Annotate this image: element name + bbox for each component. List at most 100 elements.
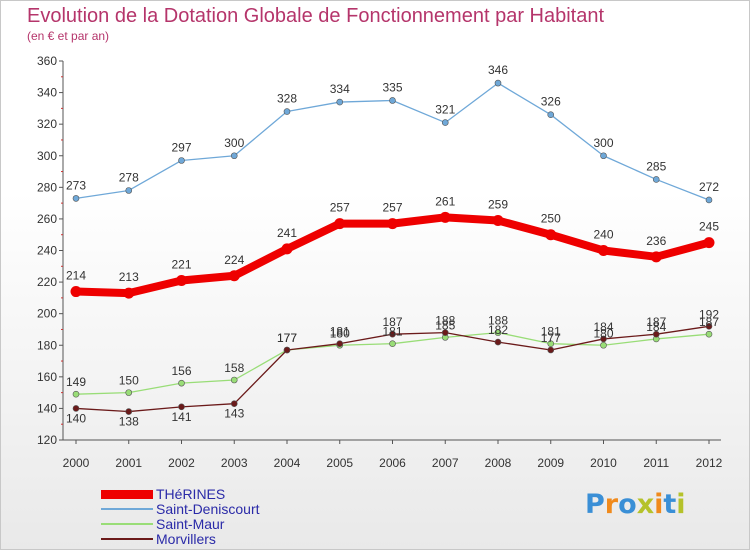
data-point [650,251,662,263]
data-label: 177 [277,331,297,345]
data-label: 187 [646,315,666,329]
logo-letter: i [654,489,664,520]
data-label: 335 [382,80,402,94]
y-tick-label: 120 [37,433,57,447]
data-point [600,152,607,160]
x-tick-label: 2008 [485,456,512,470]
data-label: 334 [330,82,350,96]
data-label: 257 [330,201,350,215]
y-tick-label: 140 [37,401,57,415]
y-tick-label: 180 [37,338,57,352]
data-point [230,376,238,384]
data-label: 214 [66,269,86,283]
legend-label: THéRINES [156,486,226,502]
data-label: 297 [171,140,191,154]
data-label: 326 [541,95,561,109]
data-label: 236 [646,234,666,248]
data-label: 180 [330,326,350,340]
data-label: 184 [646,320,666,334]
data-label: 346 [488,63,508,77]
data-label: 285 [646,159,666,173]
data-label: 272 [699,180,719,194]
data-point [70,286,82,298]
x-tick-label: 2002 [168,456,195,470]
data-label: 221 [171,258,191,272]
data-point [228,270,240,282]
data-point [705,196,713,204]
data-label: 250 [541,212,561,226]
logo-letter: o [618,489,637,520]
y-tick-label: 300 [37,149,57,163]
data-label: 180 [593,326,613,340]
data-point [334,218,346,230]
series-3 [72,322,713,415]
labels-series-1: 273 278 297 300 328 334 335 321 346 326 300 285 272 [66,63,719,194]
y-tick-label: 200 [37,307,57,321]
data-point [600,335,607,343]
data-label: 181 [541,325,561,339]
data-label: 241 [277,226,297,240]
data-point [441,329,449,336]
data-label: 259 [488,197,508,211]
series-0 [70,211,715,299]
data-label: 187 [699,315,719,329]
logo-letter: r [604,489,619,520]
data-label: 185 [435,318,455,332]
data-point [176,275,187,287]
data-label: 181 [382,325,402,339]
data-point [125,187,133,194]
data-label: 273 [66,178,86,192]
data-label: 156 [171,364,191,378]
y-tick-label: 280 [37,180,57,194]
data-point [703,237,715,249]
data-point [705,322,713,330]
data-point [547,111,555,118]
data-label: 261 [435,194,455,208]
data-label: 140 [66,411,86,425]
data-point [547,346,555,354]
data-label: 300 [224,136,244,150]
data-point [178,403,185,411]
data-point [598,245,609,256]
data-point [72,390,80,398]
data-point [72,405,80,412]
data-label: 321 [435,103,455,117]
y-tick-label: 160 [37,370,57,384]
series-2 [72,329,713,398]
data-point [652,330,660,338]
legend-label: Saint-Maur [156,516,225,532]
data-point [492,214,504,226]
data-label: 181 [330,325,350,339]
data-point [283,108,291,115]
x-tick-label: 2003 [221,456,248,470]
data-point [600,341,607,349]
data-point [178,157,185,164]
data-point [652,176,660,183]
logo-letter: t [663,489,677,520]
data-point [283,346,291,354]
data-point [389,97,396,104]
y-tick-label: 360 [37,54,57,68]
x-tick-label: 2011 [643,456,669,470]
data-point [178,379,185,387]
y-tick-label: 340 [37,86,57,100]
data-point [439,211,451,223]
data-point [230,400,238,407]
data-point [547,340,555,347]
logo-letter: i [676,489,686,520]
data-label: 245 [699,220,719,234]
data-point [545,229,557,241]
legend-label: Saint-Deniscourt [156,501,260,517]
y-tick-label: 320 [37,117,57,131]
data-label: 150 [119,374,139,388]
data-label: 300 [593,136,613,150]
logo-letter: P [585,489,605,520]
axes: 120 140 160 180 200 220 240 260 280 300 320 340 360 2… [37,54,723,470]
x-tick-label: 2006 [379,456,406,470]
data-label: 149 [66,375,86,389]
y-tick-label: 260 [37,212,57,226]
data-point [705,330,713,338]
